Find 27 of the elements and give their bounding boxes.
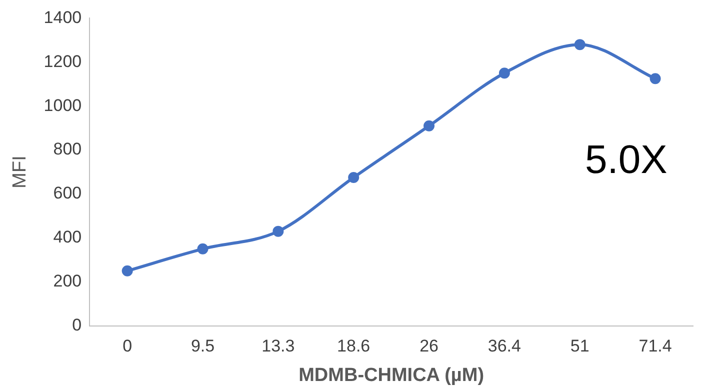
point: [348, 172, 360, 183]
point: [272, 226, 284, 237]
point: [498, 68, 510, 79]
y-tick-label: 600: [53, 184, 82, 203]
y-tick-label: 400: [53, 228, 82, 247]
x-tick-label: 26: [420, 336, 438, 356]
x-axis-title: MDMB-CHMICA (µM): [298, 364, 484, 386]
y-tick-label: 1000: [44, 96, 82, 115]
x-tick-label: 13.3: [262, 336, 295, 356]
x-tick-label: 18.6: [337, 336, 370, 356]
y-tick-label: 800: [53, 140, 82, 159]
y-tick-label: 0: [72, 315, 82, 334]
x-tick-label: 71.4: [638, 336, 672, 356]
point: [197, 243, 208, 254]
x-tick-label: 36.4: [488, 336, 521, 356]
y-tick-label: 1400: [44, 8, 82, 27]
annotation: 5.0X: [585, 138, 668, 183]
point: [650, 73, 661, 84]
point: [122, 265, 133, 276]
point: [574, 39, 586, 50]
x-tick-label: 9.5: [190, 336, 215, 356]
y-tick-label: 200: [53, 272, 82, 291]
x-tick-label: 0: [122, 336, 132, 356]
y-axis-title: MFI: [10, 156, 31, 188]
y-tick-label: 1200: [44, 52, 82, 71]
x-tick-label: 51: [570, 336, 590, 356]
point: [424, 120, 435, 132]
